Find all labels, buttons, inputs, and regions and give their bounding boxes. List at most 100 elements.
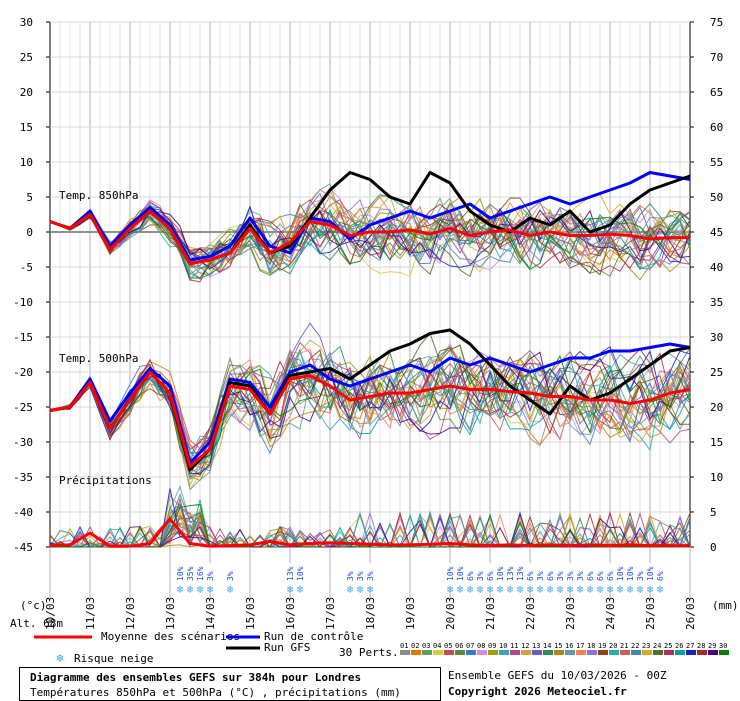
snow-risk-label: 10%: [446, 566, 455, 581]
pert-17-500: [49, 348, 691, 449]
legend-pert-number: 02: [411, 642, 419, 650]
legend-pert-number: 24: [653, 642, 661, 650]
legend-pert-swatch: [620, 650, 630, 655]
snow-risk-box: [187, 563, 194, 587]
pert-20-500: [49, 346, 691, 481]
snow-risk-label: 10%: [456, 566, 465, 581]
legend-pert-number: 23: [642, 642, 650, 650]
snow-risk-label: 3%: [636, 571, 645, 581]
legend-pert-number: 27: [686, 642, 694, 650]
legend-pert-swatch: [686, 650, 696, 655]
snow-risk-label: 10%: [646, 566, 655, 581]
date-label: 24/03: [604, 597, 617, 630]
right-tick-label: 0: [710, 541, 717, 554]
legend-pert-swatch: [609, 650, 619, 655]
snowflake-icon: ❄: [357, 583, 364, 596]
footer-title: Diagramme des ensembles GEFS sur 384h po…: [30, 671, 362, 684]
snow-risk-box: [547, 563, 554, 587]
snowflake-icon: ❄: [297, 583, 304, 596]
left-tick-label: 15: [20, 121, 33, 134]
legend-pert-swatch: [422, 650, 432, 655]
snow-risk-box: [537, 563, 544, 587]
legend-pert-swatch: [631, 650, 641, 655]
snow-risk-box: [177, 563, 184, 587]
snowflake-icon: ❄: [207, 583, 214, 596]
left-tick-label: -20: [13, 366, 33, 379]
snow-risk-label: 6%: [596, 571, 605, 581]
legend-pert-swatch: [565, 650, 575, 655]
date-label: 20/03: [444, 597, 457, 630]
snowflake-icon: ❄: [567, 583, 574, 596]
left-tick-label: -30: [13, 436, 33, 449]
legend-pert-number: 25: [664, 642, 672, 650]
snowflake-icon: ❄: [177, 583, 184, 596]
snow-risk-box: [347, 563, 354, 587]
series-line: [49, 209, 690, 265]
series-line: [49, 171, 691, 262]
legend-pert-swatch: [708, 650, 718, 655]
snowflake-icon: ❄: [627, 583, 634, 596]
snow-risk-box: [497, 563, 504, 587]
snowflake-icon: ❄: [527, 583, 534, 596]
left-tick-label: -25: [13, 401, 33, 414]
snow-risk-box: [357, 563, 364, 587]
snowflake-icon: ❄: [547, 583, 554, 596]
snow-risk-box: [227, 563, 234, 587]
snowflake-icon: ❄: [607, 583, 614, 596]
left-tick-label: 20: [20, 86, 33, 99]
snowflake-icon: ❄: [657, 583, 664, 596]
snow-risk-box: [597, 563, 604, 587]
snow-risk-label: 35%: [186, 566, 195, 581]
snow-risk-box: [517, 563, 524, 587]
date-label: 16/03: [284, 597, 297, 630]
pert-04-850: [49, 207, 691, 278]
snow-risk-label: 10%: [616, 566, 625, 581]
date-label: 22/03: [524, 597, 537, 630]
legend-pert-swatch: [664, 650, 674, 655]
snowflake-icon: ❄: [447, 583, 454, 596]
legend-gfs-label: Run GFS: [264, 641, 310, 654]
pert-08-850: [49, 188, 691, 278]
copyright-text: Copyright 2026 Meteociel.fr: [448, 685, 627, 698]
snow-risk-label: 10%: [176, 566, 185, 581]
snow-risk-label: 13%: [506, 566, 515, 581]
legend-pert-swatch: [532, 650, 542, 655]
snow-risk-label: 10%: [626, 566, 635, 581]
snow-risk-label: 13%: [516, 566, 525, 581]
snow-risk-label: 16%: [196, 566, 205, 581]
legend-pert-swatch: [444, 650, 454, 655]
date-label: 14/03: [204, 597, 217, 630]
snow-risk-label: 13%: [286, 566, 295, 581]
snow-risk-box: [577, 563, 584, 587]
series-line: [49, 370, 691, 468]
legend-pert-swatch: [477, 650, 487, 655]
right-tick-label: 40: [710, 261, 723, 274]
legend-pert-number: 30: [719, 642, 727, 650]
date-label: 15/03: [244, 597, 257, 630]
legend-pert-number: 26: [675, 642, 683, 650]
legend-pert-number: 04: [433, 642, 441, 650]
date-label: 10/03: [44, 597, 57, 630]
right-tick-label: 60: [710, 121, 723, 134]
right-tick-label: 5: [710, 506, 717, 519]
snow-risk-label: 6%: [586, 571, 595, 581]
legend-pert-number: 21: [620, 642, 628, 650]
legend-mean-label: Moyenne des scénarios: [101, 630, 240, 643]
snowflake-icon: ❄: [487, 583, 494, 596]
panel-label-850: Temp. 850hPa: [59, 189, 138, 202]
date-label: 13/03: [164, 597, 177, 630]
run-info-text: Ensemble GEFS du 10/03/2026 - 00Z: [448, 669, 667, 682]
right-tick-label: 30: [710, 331, 723, 344]
left-tick-label: -10: [13, 296, 33, 309]
left-axis-unit: (°c): [20, 599, 47, 612]
snow-risk-label: 6%: [466, 571, 475, 581]
snow-risk-label: 3%: [576, 571, 585, 581]
legend-pert-swatch: [719, 650, 729, 655]
snow-risk-box: [467, 563, 474, 587]
right-tick-label: 15: [710, 436, 723, 449]
right-tick-label: 35: [710, 296, 723, 309]
snowflake-icon: ❄: [367, 583, 374, 596]
snowflake-icon: ❄: [587, 583, 594, 596]
snow-risk-box: [197, 563, 204, 587]
pert-05-500: [49, 350, 691, 467]
